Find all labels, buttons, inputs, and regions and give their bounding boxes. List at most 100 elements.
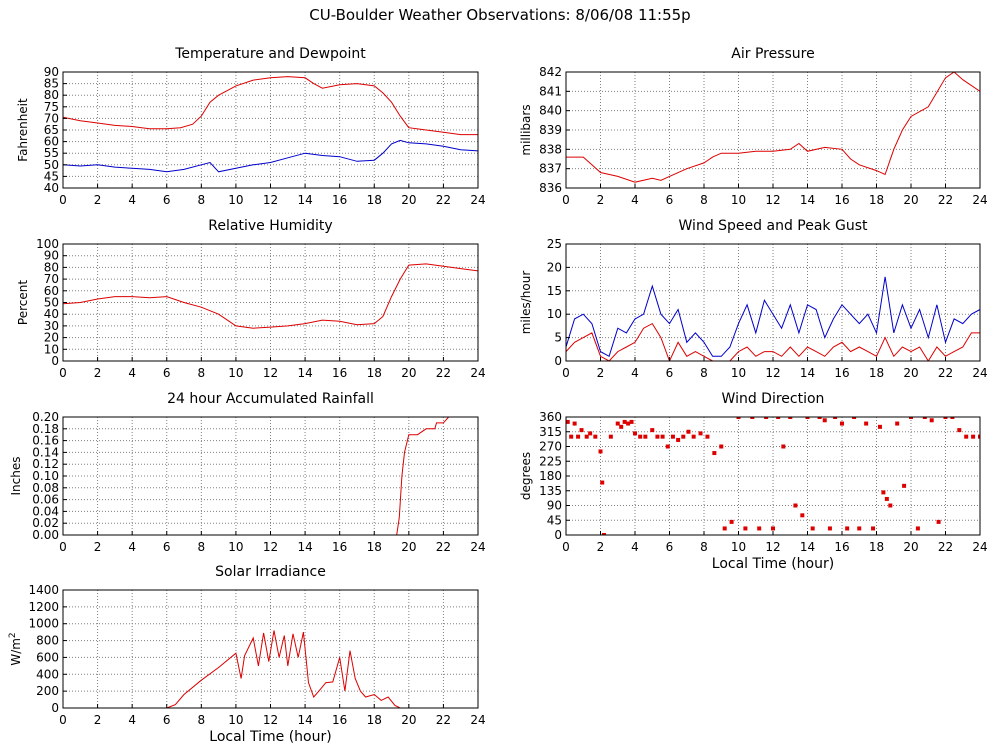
data-point — [598, 449, 603, 454]
x-tick-label: 6 — [666, 193, 674, 207]
y-tick-label: 85 — [44, 77, 59, 91]
data-point — [593, 434, 598, 439]
x-tick-label: 8 — [700, 366, 708, 380]
y-tick-label: 65 — [44, 123, 59, 137]
x-tick-label: 18 — [869, 193, 884, 207]
y-tick-label: 837 — [539, 162, 562, 176]
y-tick-label: 10 — [547, 307, 562, 321]
data-point — [971, 434, 976, 439]
series-line — [63, 630, 478, 708]
series-2 — [566, 322, 980, 361]
x-tick-label: 14 — [297, 366, 312, 380]
data-point — [638, 434, 643, 439]
y-tick-label: 1200 — [28, 600, 59, 614]
data-point — [793, 503, 798, 508]
data-point — [676, 437, 681, 442]
x-tick-label: 4 — [128, 193, 136, 207]
x-tick-label: 10 — [228, 713, 243, 727]
y-tick-label: 70 — [44, 272, 59, 286]
y-tick-label: 839 — [539, 123, 562, 137]
x-tick-label: 6 — [666, 540, 674, 554]
data-point — [736, 417, 741, 419]
y-tick-label: 40 — [44, 181, 59, 195]
data-point — [750, 417, 755, 419]
data-point — [888, 503, 893, 508]
x-tick-label: 20 — [401, 193, 416, 207]
data-point — [670, 434, 675, 439]
x-tick-label: 10 — [731, 193, 746, 207]
x-tick-label: 20 — [903, 366, 918, 380]
data-point — [712, 451, 717, 456]
x-tick-label: 16 — [332, 366, 347, 380]
x-tick-label: 10 — [228, 366, 243, 380]
x-tick-label: 22 — [938, 540, 953, 554]
x-tick-label: 14 — [800, 540, 815, 554]
y-tick-label: 1400 — [28, 583, 59, 597]
series-1 — [63, 76, 478, 136]
x-tick-label: 24 — [470, 713, 485, 727]
data-point — [833, 417, 838, 419]
y-tick-label: 60 — [44, 135, 59, 149]
data-point — [943, 417, 948, 419]
x-tick-label: 22 — [436, 193, 451, 207]
x-tick-label: 4 — [128, 713, 136, 727]
y-tick-label: 0.08 — [32, 481, 59, 495]
x-tick-label: 8 — [198, 366, 206, 380]
data-point — [722, 526, 727, 531]
x-tick-label: 10 — [731, 366, 746, 380]
data-point — [629, 419, 634, 424]
x-tick-label: 2 — [597, 540, 605, 554]
data-point — [929, 418, 934, 423]
x-tick-label: 20 — [401, 366, 416, 380]
y-tick-label: 5 — [554, 331, 562, 345]
x-tick-label: 18 — [367, 193, 382, 207]
data-point — [579, 428, 584, 433]
y-tick-label: 200 — [36, 684, 59, 698]
data-point — [588, 431, 593, 436]
y-tick-label: 90 — [44, 65, 59, 79]
x-tick-label: 4 — [631, 366, 639, 380]
x-tick-label: 14 — [297, 540, 312, 554]
x-tick-label: 10 — [731, 540, 746, 554]
data-point — [729, 519, 734, 524]
y-tick-label: 315 — [539, 425, 562, 439]
data-point — [936, 519, 941, 524]
series-1 — [63, 630, 478, 708]
data-point — [781, 444, 786, 449]
data-point — [650, 428, 655, 433]
y-tick-label: 0 — [51, 354, 59, 368]
x-tick-label: 8 — [198, 540, 206, 554]
x-tick-label: 16 — [834, 366, 849, 380]
y-tick-label: 360 — [539, 410, 562, 424]
x-tick-label: 4 — [631, 540, 639, 554]
series-1 — [566, 417, 980, 535]
y-axis-label: Fahrenheit — [16, 98, 30, 162]
data-point — [864, 421, 869, 426]
y-tick-label: 0.04 — [32, 504, 59, 518]
data-point — [764, 417, 769, 419]
series-2 — [63, 139, 478, 173]
x-tick-label: 12 — [765, 540, 780, 554]
series-line — [566, 72, 980, 183]
data-point — [884, 496, 889, 501]
y-tick-label: 180 — [539, 469, 562, 483]
y-tick-label: 45 — [44, 169, 59, 183]
y-tick-label: 25 — [547, 237, 562, 251]
x-tick-label: 6 — [163, 193, 171, 207]
x-tick-label: 6 — [163, 366, 171, 380]
y-tick-label: 40 — [44, 307, 59, 321]
y-axis-label: Percent — [16, 280, 30, 325]
data-point — [572, 421, 577, 426]
x-tick-label: 12 — [263, 540, 278, 554]
y-tick-label: 135 — [539, 484, 562, 498]
y-tick-label: 10 — [44, 342, 59, 356]
chart-title: Temperature and Dewpoint — [174, 46, 366, 62]
chart-title: Wind Direction — [722, 391, 825, 407]
data-point — [608, 434, 613, 439]
x-tick-label: 8 — [700, 540, 708, 554]
data-point — [643, 434, 648, 439]
x-tick-label: 0 — [562, 193, 570, 207]
